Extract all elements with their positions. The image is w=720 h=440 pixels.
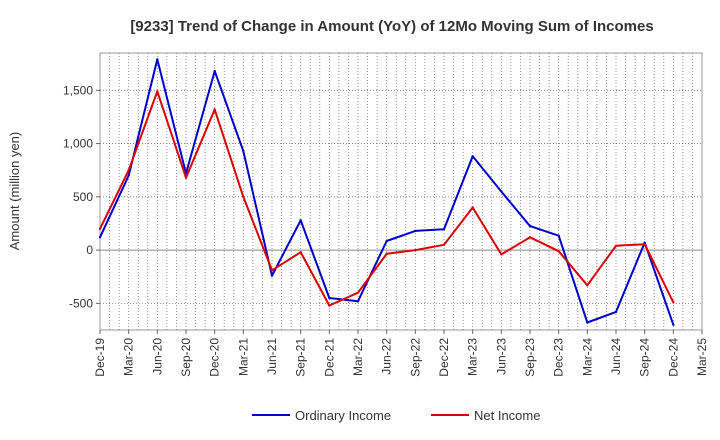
chart-title: [9233] Trend of Change in Amount (YoY) o… [130,18,653,35]
data-point [557,234,560,237]
y-tick-label: 500 [73,190,93,204]
data-point [586,284,589,287]
x-tick-label: Sep-24 [638,338,652,377]
data-point [643,243,646,246]
x-tick-label: Jun-22 [380,338,394,375]
x-tick-label: Dec-24 [666,338,680,377]
data-point [614,310,618,314]
y-axis-ticks: -500 0 500 1,000 1,500 [63,83,100,310]
data-point [213,69,216,73]
x-tick-label: Jun-20 [150,338,164,375]
x-tick-label: Sep-23 [523,338,537,377]
data-point [471,206,474,209]
x-tick-label: Mar-22 [351,338,365,376]
data-point [528,236,532,239]
data-point [414,229,417,233]
data-point [299,219,302,222]
data-point [299,251,302,254]
data-point [442,243,446,246]
data-point [242,195,245,199]
y-tick-label: 1,000 [63,137,93,151]
data-point [385,252,388,256]
x-tick-label: Mar-23 [466,338,480,376]
data-point [385,239,388,243]
x-tick-label: Mar-25 [695,338,709,376]
y-tick-label: 0 [86,243,93,257]
data-point [242,149,245,153]
x-axis-ticks: Dec-19 Mar-20 Jun-20 Sep-20 Dec-20 Mar-21 Jun-… [93,330,709,377]
data-point [98,236,102,239]
x-tick-label: Dec-23 [552,338,566,377]
x-tick-label: Dec-22 [437,338,451,377]
data-point [672,301,675,304]
legend-label-ordinary-income: Ordinary Income [295,408,391,423]
y-tick-label: 1,500 [63,83,93,97]
x-tick-label: Mar-20 [122,338,136,376]
data-point [356,300,360,303]
x-tick-label: Dec-20 [208,338,222,377]
data-point [98,227,102,230]
data-point [156,58,159,61]
x-tick-label: Sep-21 [294,338,308,377]
data-point [127,168,130,172]
x-tick-label: Jun-21 [265,338,279,375]
data-point [156,90,159,93]
data-point [356,291,360,294]
data-point [500,190,503,193]
data-point [614,244,618,248]
data-point [270,274,274,277]
data-point [471,155,474,158]
x-tick-label: Jun-24 [609,338,623,375]
x-tick-label: Mar-21 [236,338,250,376]
data-point [528,224,532,228]
x-tick-label: Dec-19 [93,338,107,377]
data-point [184,176,188,179]
data-point [672,323,675,326]
data-point [127,174,130,177]
legend-label-net-income: Net Income [474,408,540,423]
data-point [557,249,560,253]
legend: Ordinary Income Net Income [252,408,540,423]
data-point [500,253,503,256]
data-point [328,304,331,307]
y-axis-label: Amount (million yen) [7,132,22,251]
data-point [586,321,589,324]
data-point [270,269,274,272]
x-tick-label: Sep-20 [179,338,193,377]
data-point [414,248,417,252]
series-group [98,58,675,326]
plot-area [99,52,703,331]
data-point [328,296,331,300]
x-tick-label: Jun-23 [494,338,508,375]
x-tick-label: Mar-24 [580,338,594,376]
x-tick-label: Dec-21 [322,338,336,377]
y-tick-label: -500 [69,296,93,310]
data-point [442,228,446,231]
x-tick-label: Sep-22 [408,338,422,377]
data-point [213,108,216,111]
